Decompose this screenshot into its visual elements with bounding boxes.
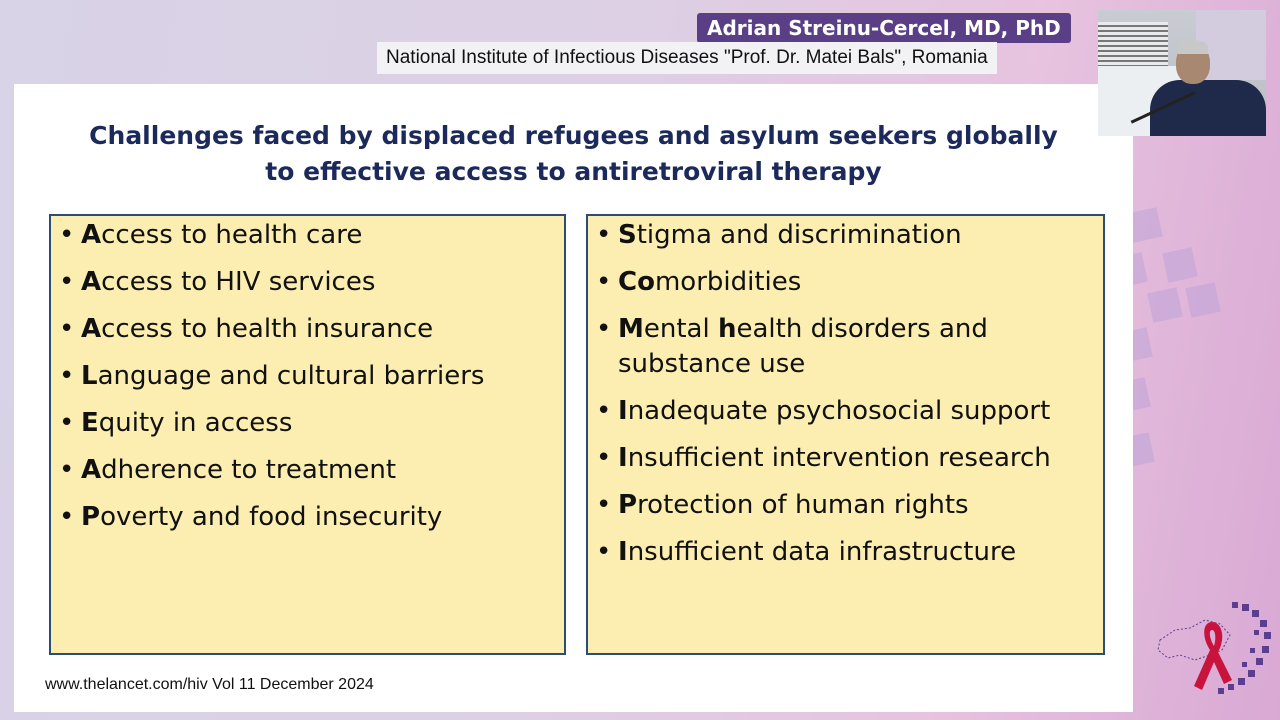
list-item: Language and cultural barriers bbox=[59, 359, 556, 394]
speaker-affiliation: National Institute of Infectious Disease… bbox=[377, 42, 997, 74]
speaker-hair bbox=[1178, 40, 1208, 54]
speaker-figure bbox=[1150, 80, 1266, 136]
logo-map-outline bbox=[1157, 619, 1231, 661]
slide-footer-citation: www.thelancet.com/hiv Vol 11 December 20… bbox=[45, 676, 374, 693]
slide-title-line-2: to effective access to antiretroviral th… bbox=[265, 157, 882, 186]
bg-tile bbox=[1162, 247, 1198, 283]
list-item: Comorbidities bbox=[596, 265, 1095, 300]
list-item: Access to health care bbox=[59, 218, 556, 253]
list-item: Insufficient intervention research bbox=[596, 441, 1095, 476]
list-item: Inadequate psychosocial support bbox=[596, 394, 1095, 429]
list-item: Insufficient data infrastructure bbox=[596, 535, 1095, 570]
speaker-video-feed bbox=[1098, 10, 1266, 136]
left-challenges-list: Access to health care Access to HIV serv… bbox=[51, 216, 564, 535]
logo-dots bbox=[1218, 602, 1271, 694]
left-challenges-box: Access to health care Access to HIV serv… bbox=[49, 214, 566, 655]
europe-map-ribbon-logo bbox=[1157, 602, 1271, 694]
list-item: Protection of human rights bbox=[596, 488, 1095, 523]
list-item: Mental health disorders and substance us… bbox=[596, 312, 1095, 382]
bg-tile bbox=[1147, 287, 1183, 323]
list-item: Stigma and discrimination bbox=[596, 218, 1095, 253]
list-item: Adherence to treatment bbox=[59, 453, 556, 488]
slide-title-line-1: Challenges faced by displaced refugees a… bbox=[89, 121, 1058, 150]
list-item: Equity in access bbox=[59, 406, 556, 441]
list-item: Poverty and food insecurity bbox=[59, 500, 556, 535]
slide-title: Challenges faced by displaced refugees a… bbox=[0, 118, 1147, 190]
video-vent bbox=[1098, 22, 1168, 66]
list-item: Access to HIV services bbox=[59, 265, 556, 300]
bg-tile bbox=[1185, 282, 1221, 318]
background-tiles bbox=[1110, 190, 1280, 610]
speaker-name-badge: Adrian Streinu-Cercel, MD, PhD bbox=[697, 13, 1071, 43]
right-challenges-box: Stigma and discrimination Comorbidities … bbox=[586, 214, 1105, 655]
logo-ribbon bbox=[1194, 622, 1232, 690]
right-challenges-list: Stigma and discrimination Comorbidities … bbox=[588, 216, 1103, 570]
list-item: Access to health insurance bbox=[59, 312, 556, 347]
